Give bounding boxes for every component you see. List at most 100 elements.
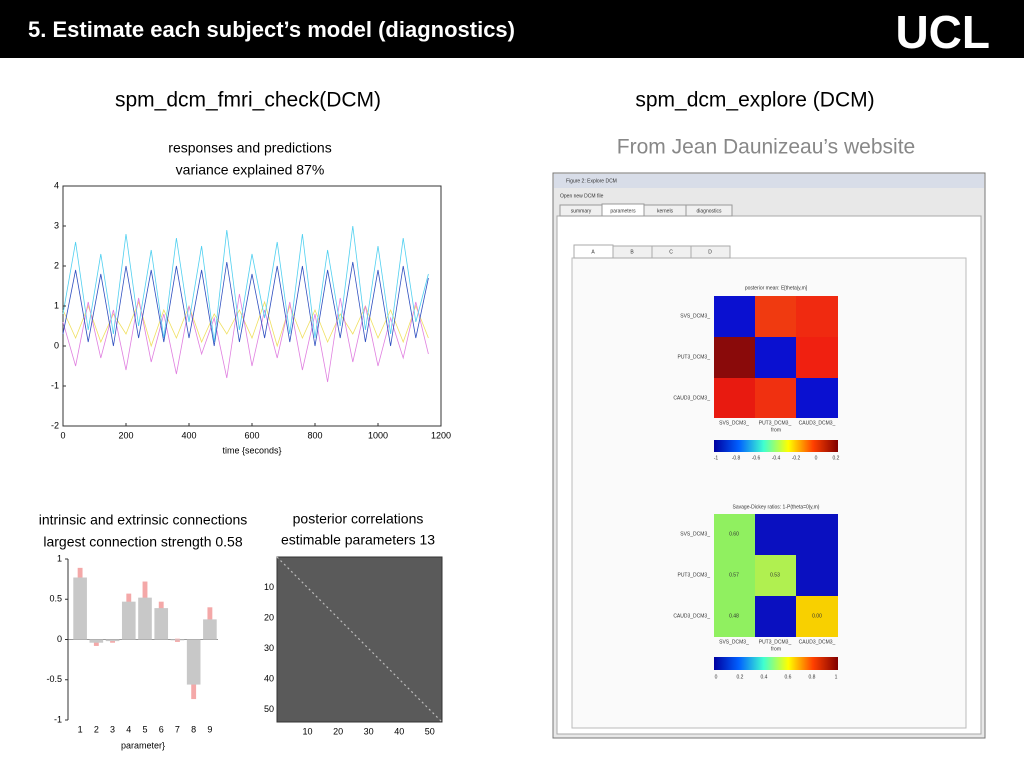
y-tick-label: 50 (264, 704, 274, 714)
chart-subtitle: largest connection strength 0.58 (43, 534, 242, 550)
chart-subtitle: estimable parameters 13 (281, 532, 435, 548)
colorbar (714, 657, 838, 670)
colorbar-tick: 0.8 (809, 674, 816, 680)
col-label: CAUD3_DCM3_ (799, 420, 836, 426)
x-tick-label: 3 (110, 724, 115, 734)
cell (796, 596, 838, 637)
colorbar-tick: -0.4 (772, 455, 781, 461)
subtab (690, 245, 731, 259)
x-tick-label: 9 (207, 724, 212, 734)
cell (714, 555, 755, 596)
cell (714, 296, 755, 337)
colorbar (714, 440, 838, 452)
bar (203, 619, 217, 640)
header-bar (0, 0, 1024, 58)
chart-title: posterior correlations (293, 511, 424, 527)
heatmap-top (714, 296, 838, 418)
row-label: SVS_DCM3_ (680, 531, 710, 537)
x-tick-label: 20 (333, 726, 343, 736)
y-tick-label: -0.5 (46, 674, 62, 684)
slide-title: 5. Estimate each subject’s model (diagno… (28, 17, 515, 42)
colorbar-tick: 0.2 (737, 674, 744, 680)
tab-label: summary (571, 208, 592, 214)
x-axis-label: time {seconds} (222, 445, 281, 455)
axis-label: from (771, 646, 781, 652)
cell (755, 296, 796, 337)
line (62, 300, 429, 348)
cell (796, 337, 838, 378)
subtab-label: C (669, 249, 673, 255)
cell (796, 514, 838, 555)
col-label: CAUD3_DCM3_ (799, 639, 836, 645)
cell (755, 378, 796, 418)
cell (755, 514, 796, 555)
y-tick-label: -1 (51, 380, 59, 390)
bar (154, 608, 169, 640)
y-tick-label: 0.5 (49, 594, 62, 604)
menu: Open new DCM file (560, 193, 604, 199)
cell (796, 378, 838, 418)
bar (186, 639, 201, 685)
colorbar-tick: 0 (715, 674, 718, 680)
bar (105, 639, 120, 642)
x-tick-label: 200 (118, 430, 133, 440)
cell (796, 555, 838, 596)
chart-title: responses and predictions (168, 140, 331, 156)
bar (89, 639, 104, 643)
cell (714, 596, 755, 637)
cell-label: 0.53 (770, 572, 780, 578)
col-label: SVS_DCM3_ (719, 639, 749, 645)
chart-title: intrinsic and extrinsic connections (39, 512, 248, 528)
colorbar-tick: 0.2 (833, 455, 840, 461)
colorbar-tick: -0.6 (752, 455, 761, 461)
heatmap-title: posterior mean: E[theta|y,m] (745, 285, 808, 291)
cell (755, 555, 796, 596)
x-tick-label: 1000 (368, 430, 388, 440)
y-tick-label: -2 (51, 420, 59, 430)
bar (170, 639, 185, 641)
y-tick-label: 3 (54, 220, 59, 230)
row-label: CAUD3_DCM3_ (673, 613, 710, 619)
x-tick-label: 7 (175, 724, 180, 734)
colorbar-tick: 0.4 (761, 674, 768, 680)
x-tick-label: 30 (364, 726, 374, 736)
x-tick-label: 5 (142, 724, 147, 734)
tab-label: diagnostics (696, 208, 722, 214)
x-tick-label: 10 (303, 726, 313, 736)
subtab-label: B (630, 249, 634, 255)
y-tick-label: 1 (57, 553, 62, 563)
cell (796, 296, 838, 337)
heatmap-title: Savage-Dickey ratios: 1-P(theta=0|y,m) (733, 504, 820, 510)
subtab-label: D (708, 249, 712, 255)
cell (714, 337, 755, 378)
colorbar-tick: -0.2 (792, 455, 801, 461)
colorbar-tick: 0 (815, 455, 818, 461)
colorbar-tick: -0.8 (732, 455, 741, 461)
bar (73, 577, 87, 640)
credit: From Jean Daunizeau’s website (617, 136, 915, 159)
explorer-window: Figure 2: Explore DCM Open new DCM file … (552, 172, 986, 739)
window-title: Figure 2: Explore DCM (566, 178, 617, 184)
y-tick-label: 1 (54, 300, 59, 310)
y-tick-label: 0 (57, 634, 62, 644)
colorbar-tick: 1 (835, 674, 838, 680)
x-tick-label: 50 (425, 726, 435, 736)
colorbar-tick: -1 (714, 455, 719, 461)
colorbar-tick: 0.6 (785, 674, 792, 680)
y-tick-label: 20 (264, 612, 274, 622)
x-tick-label: 1 (78, 724, 83, 734)
x-tick-label: 1200 (431, 430, 451, 440)
y-tick-label: 0 (54, 340, 59, 350)
x-tick-label: 600 (244, 430, 259, 440)
row-label: PUT3_DCM3_ (677, 572, 710, 578)
right-heading: spm_dcm_explore (DCM) (635, 89, 874, 112)
heatmap-bottom (714, 514, 838, 637)
x-axis-label: parameter} (121, 740, 165, 750)
title-bar (554, 174, 984, 188)
plot-frame (62, 185, 442, 427)
tab (685, 204, 733, 217)
cell (714, 378, 755, 418)
bar (138, 597, 152, 640)
x-tick-label: 4 (126, 724, 131, 734)
